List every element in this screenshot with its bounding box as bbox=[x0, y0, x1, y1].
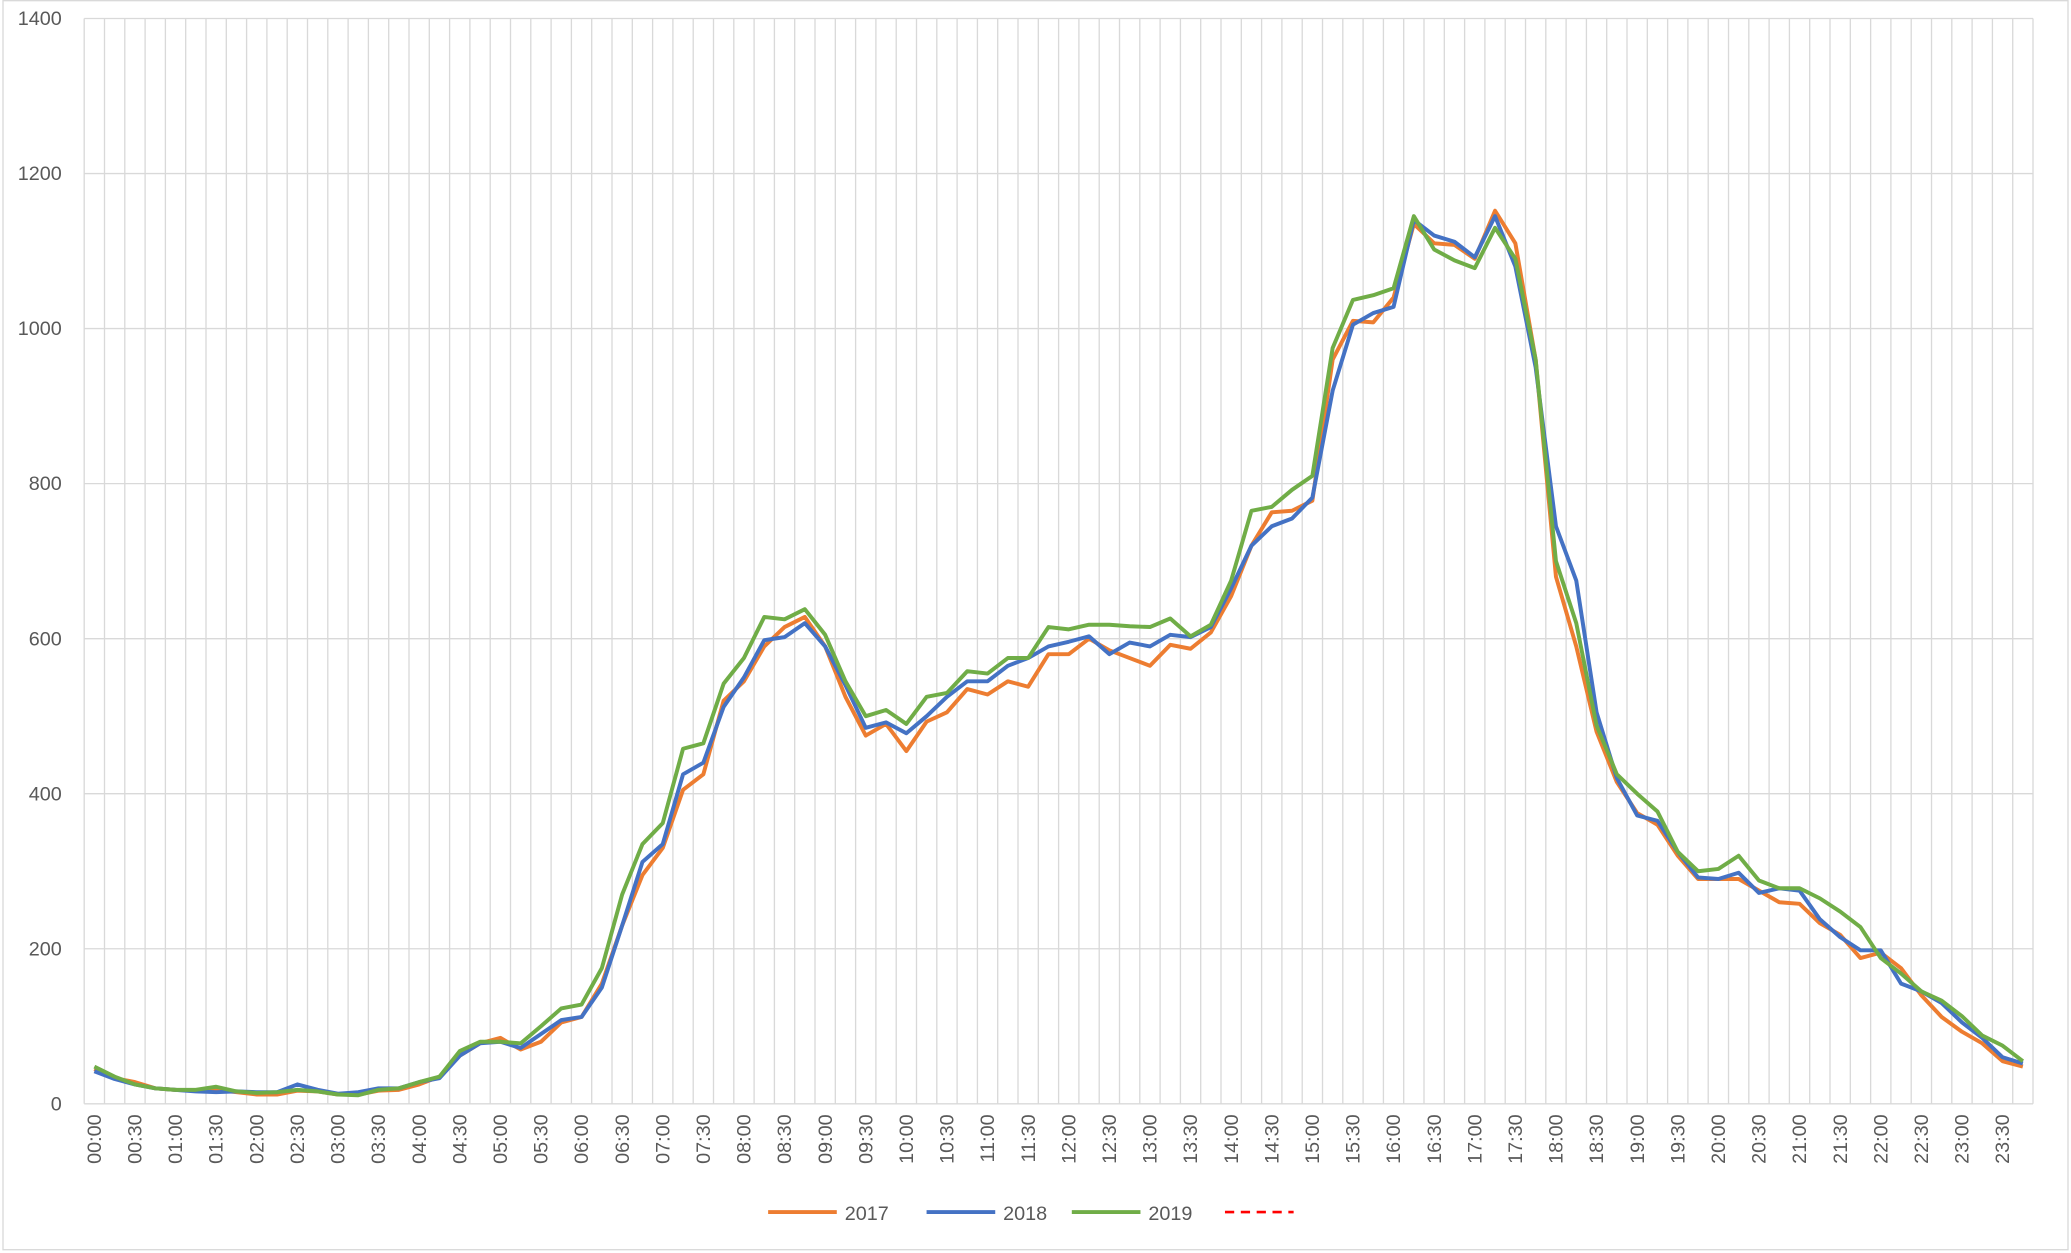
x-tick-label: 10:30 bbox=[937, 1114, 959, 1164]
x-tick-label: 11:00 bbox=[977, 1114, 999, 1162]
x-tick-label: 20:00 bbox=[1708, 1114, 1730, 1164]
x-tick-label: 02:00 bbox=[246, 1114, 268, 1164]
x-tick-label: 22:30 bbox=[1911, 1114, 1933, 1164]
y-tick-label: 0 bbox=[51, 1093, 62, 1115]
y-tick-label: 1400 bbox=[18, 8, 62, 30]
x-tick-label: 19:00 bbox=[1627, 1114, 1649, 1164]
x-tick-label: 07:30 bbox=[693, 1114, 715, 1164]
x-tick-label: 13:00 bbox=[1140, 1114, 1162, 1164]
x-tick-label: 21:30 bbox=[1830, 1114, 1852, 1164]
x-tick-label: 17:30 bbox=[1505, 1114, 1527, 1164]
x-tick-label: 15:00 bbox=[1302, 1114, 1324, 1164]
x-tick-label: 12:00 bbox=[1058, 1114, 1080, 1164]
x-tick-label: 23:00 bbox=[1952, 1114, 1974, 1164]
y-tick-label: 800 bbox=[29, 473, 62, 495]
x-tick-label: 14:00 bbox=[1221, 1114, 1243, 1164]
y-tick-label: 600 bbox=[29, 628, 62, 650]
x-tick-label: 05:00 bbox=[490, 1114, 512, 1164]
legend-label: 2018 bbox=[1003, 1203, 1047, 1225]
y-tick-label: 1000 bbox=[18, 318, 62, 340]
x-tick-label: 12:30 bbox=[1099, 1114, 1121, 1164]
x-tick-label: 20:30 bbox=[1749, 1114, 1771, 1164]
x-tick-label: 00:00 bbox=[84, 1114, 106, 1164]
x-tick-label: 01:00 bbox=[165, 1114, 187, 1164]
x-tick-label: 18:00 bbox=[1546, 1114, 1568, 1164]
x-tick-label: 05:30 bbox=[531, 1114, 553, 1164]
legend-label: 2017 bbox=[845, 1203, 889, 1225]
x-tick-label: 16:30 bbox=[1424, 1114, 1446, 1164]
x-tick-label: 10:00 bbox=[896, 1114, 918, 1164]
x-tick-label: 18:30 bbox=[1586, 1114, 1608, 1164]
x-tick-label: 08:30 bbox=[774, 1114, 796, 1164]
x-tick-label: 06:00 bbox=[571, 1114, 593, 1164]
y-tick-label: 400 bbox=[29, 783, 62, 805]
x-tick-label: 14:30 bbox=[1261, 1114, 1283, 1164]
x-tick-label: 22:00 bbox=[1870, 1114, 1892, 1164]
x-tick-label: 08:00 bbox=[734, 1114, 756, 1164]
x-tick-label: 04:30 bbox=[449, 1114, 471, 1164]
x-tick-label: 15:30 bbox=[1343, 1114, 1365, 1164]
x-tick-label: 16:00 bbox=[1383, 1114, 1405, 1164]
x-tick-label: 01:30 bbox=[206, 1114, 228, 1164]
x-tick-label: 19:30 bbox=[1667, 1114, 1689, 1164]
x-tick-label: 06:30 bbox=[612, 1114, 634, 1164]
series-line bbox=[93, 214, 2025, 1098]
x-tick-label: 07:00 bbox=[652, 1114, 674, 1164]
x-tick-label: 09:30 bbox=[855, 1114, 877, 1164]
x-tick-label: 04:00 bbox=[409, 1114, 431, 1164]
x-tick-label: 21:00 bbox=[1789, 1114, 1811, 1164]
y-tick-label: 1200 bbox=[18, 163, 62, 185]
x-tick-label: 09:00 bbox=[815, 1114, 837, 1164]
x-tick-label: 00:30 bbox=[125, 1114, 147, 1164]
x-tick-label: 17:00 bbox=[1464, 1114, 1486, 1164]
x-tick-label: 03:00 bbox=[328, 1114, 350, 1164]
legend-label: 2019 bbox=[1148, 1203, 1192, 1225]
x-tick-label: 11:30 bbox=[1018, 1114, 1040, 1162]
x-tick-label: 23:30 bbox=[1992, 1114, 2014, 1164]
x-tick-label: 13:30 bbox=[1180, 1114, 1202, 1164]
x-tick-label: 03:30 bbox=[368, 1114, 390, 1164]
x-tick-label: 02:30 bbox=[287, 1114, 309, 1164]
y-tick-label: 200 bbox=[29, 938, 62, 960]
